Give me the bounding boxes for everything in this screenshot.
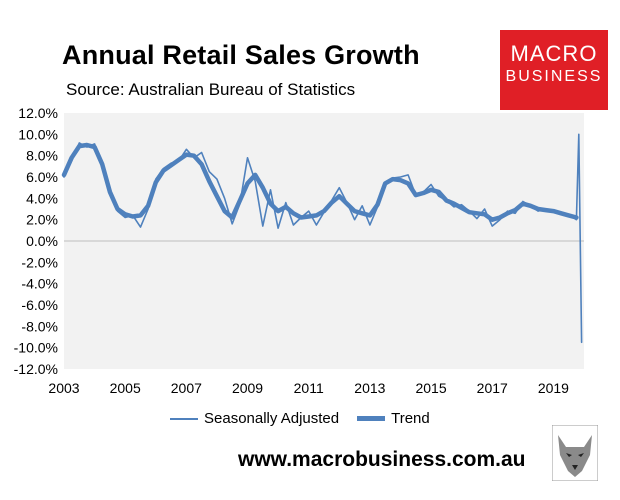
chart-legend: Seasonally Adjusted Trend (170, 410, 448, 427)
x-tick-label: 2009 (232, 380, 263, 396)
legend-item-seasonally-adjusted: Seasonally Adjusted (170, 410, 339, 427)
legend-swatch-thick (357, 416, 386, 421)
y-tick-label: 0.0% (26, 233, 58, 249)
x-tick-label: 2005 (110, 380, 141, 396)
y-tick-label: 4.0% (26, 190, 58, 206)
legend-swatch-thin (170, 417, 198, 420)
x-axis-ticks: 2003 2005 2007 2009 2011 2013 2015 2017 2019 (48, 380, 569, 396)
x-tick-label: 2003 (48, 380, 79, 396)
y-tick-label: -12.0% (14, 361, 58, 377)
wolf-head-icon (552, 425, 598, 481)
legend-label: Seasonally Adjusted (204, 410, 340, 427)
y-tick-label: -8.0% (21, 318, 58, 334)
y-tick-label: -4.0% (21, 276, 58, 292)
y-tick-label: 12.0% (18, 105, 58, 121)
macrobusiness-logo: MACRO BUSINESS (500, 30, 608, 110)
y-tick-label: -10.0% (14, 340, 58, 356)
y-tick-label: -6.0% (21, 297, 58, 313)
x-tick-label: 2015 (415, 380, 446, 396)
y-tick-label: 2.0% (26, 212, 58, 228)
series-line-seasonally-adjusted (63, 133, 583, 344)
chart-title: Annual Retail Sales Growth (62, 40, 420, 70)
y-tick-label: 6.0% (26, 169, 58, 185)
y-tick-label: 10.0% (18, 126, 58, 142)
logo-line-2: BUSINESS (505, 68, 603, 85)
legend-label: Trend (391, 410, 430, 427)
x-tick-label: 2013 (354, 380, 385, 396)
x-tick-label: 2007 (171, 380, 202, 396)
chart-subtitle: Source: Australian Bureau of Statistics (66, 80, 356, 99)
x-tick-label: 2017 (477, 380, 508, 396)
series-layer (61, 133, 583, 344)
y-tick-label: -2.0% (21, 254, 58, 270)
website-url: www.macrobusiness.com.au (238, 448, 526, 471)
y-tick-label: 8.0% (26, 148, 58, 164)
x-tick-label: 2019 (538, 380, 569, 396)
legend-item-trend: Trend (357, 410, 430, 427)
logo-line-1: MACRO (510, 41, 598, 66)
y-axis-ticks: 12.0% 10.0% 8.0% 6.0% 4.0% 2.0% 0.0% -2.0% -4.0%… (14, 105, 58, 377)
x-tick-label: 2011 (294, 380, 324, 396)
